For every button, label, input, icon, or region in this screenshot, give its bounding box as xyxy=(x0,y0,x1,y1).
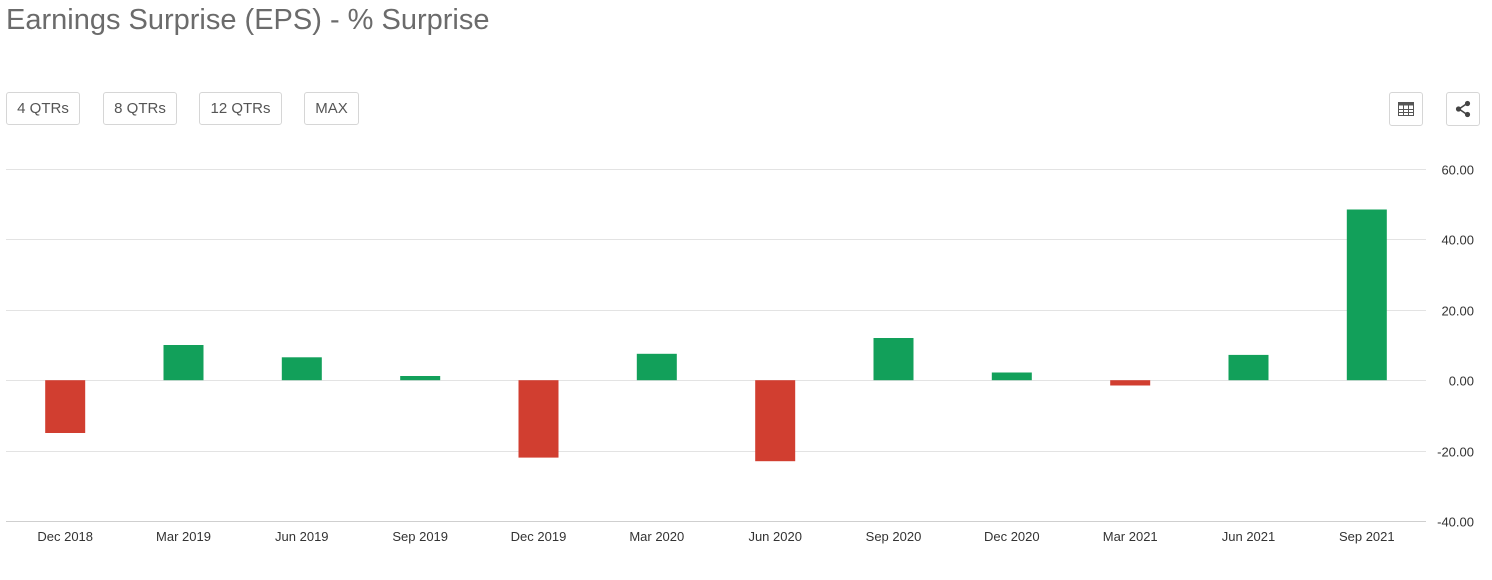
x-tick-label: Sep 2019 xyxy=(392,529,448,544)
share-button[interactable] xyxy=(1446,92,1480,126)
share-icon xyxy=(1455,100,1471,118)
range-8-qtrs-button[interactable]: 8 QTRs xyxy=(103,92,177,125)
x-axis-labels: Dec 2018 Mar 2019 Jun 2019 Sep 2019 Dec 2019… xyxy=(37,529,1394,544)
x-tick-label: Dec 2020 xyxy=(984,529,1040,544)
bar-sep-2019[interactable] xyxy=(400,376,441,381)
bar-mar-2019[interactable] xyxy=(163,345,204,381)
y-tick-label: -40.00 xyxy=(1437,515,1474,530)
bar-dec-2018[interactable] xyxy=(45,380,86,433)
bar-sep-2020[interactable] xyxy=(873,338,914,381)
bar-sep-2021[interactable] xyxy=(1346,209,1387,381)
range-12-qtrs-button[interactable]: 12 QTRs xyxy=(199,92,282,125)
bar-jun-2021[interactable] xyxy=(1228,354,1269,381)
bar-jun-2020[interactable] xyxy=(755,380,796,462)
x-tick-label: Jun 2021 xyxy=(1222,529,1276,544)
bar-dec-2020[interactable] xyxy=(991,372,1032,381)
x-tick-label: Dec 2019 xyxy=(511,529,567,544)
grid-lines xyxy=(6,169,1426,522)
x-tick-label: Dec 2018 xyxy=(37,529,93,544)
table-view-button[interactable] xyxy=(1389,92,1423,126)
y-tick-label: 60.00 xyxy=(1441,163,1474,178)
bar-mar-2020[interactable] xyxy=(636,353,677,381)
y-axis-labels: -40.00 -20.00 0.00 20.00 40.00 60.00 xyxy=(1437,163,1474,530)
x-tick-label: Mar 2019 xyxy=(156,529,211,544)
range-max-button[interactable]: MAX xyxy=(304,92,359,125)
bar-jun-2019[interactable] xyxy=(281,357,322,381)
bars xyxy=(45,209,1387,462)
x-tick-label: Mar 2021 xyxy=(1103,529,1158,544)
y-tick-label: 20.00 xyxy=(1441,304,1474,319)
x-tick-label: Sep 2021 xyxy=(1339,529,1395,544)
y-tick-label: -20.00 xyxy=(1437,445,1474,460)
x-tick-label: Mar 2020 xyxy=(629,529,684,544)
table-icon xyxy=(1398,102,1414,116)
x-tick-label: Jun 2020 xyxy=(748,529,802,544)
page-title: Earnings Surprise (EPS) - % Surprise xyxy=(6,4,490,36)
bar-mar-2021[interactable] xyxy=(1110,380,1151,386)
x-tick-label: Jun 2019 xyxy=(275,529,329,544)
y-tick-label: 0.00 xyxy=(1449,374,1474,389)
range-4-qtrs-button[interactable]: 4 QTRs xyxy=(6,92,80,125)
bar-dec-2019[interactable] xyxy=(518,380,559,458)
x-tick-label: Sep 2020 xyxy=(866,529,922,544)
y-tick-label: 40.00 xyxy=(1441,233,1474,248)
